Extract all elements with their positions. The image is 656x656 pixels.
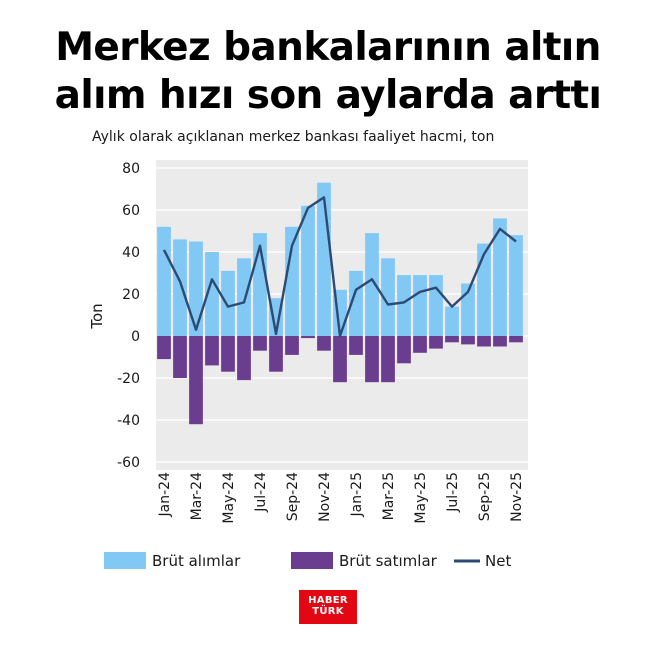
bar-gross-purchase [221, 270, 235, 336]
bar-gross-purchase [493, 218, 507, 336]
bar-gross-sale [445, 336, 459, 343]
bar-gross-purchase [237, 258, 251, 336]
y-axis-label: Ton [88, 303, 106, 329]
bar-gross-sale [381, 336, 395, 383]
bar-gross-purchase [205, 252, 219, 336]
bar-gross-sale [157, 336, 171, 360]
x-tick-label: Mar-25 [381, 472, 397, 520]
y-tick-label: -40 [117, 413, 140, 429]
bar-gross-purchase [429, 275, 443, 336]
bar-gross-sale [269, 336, 283, 372]
bar-gross-sale [301, 336, 315, 339]
bar-gross-sale [477, 336, 491, 347]
x-tick-label: Jul-24 [253, 472, 269, 513]
x-tick-label: Sep-25 [477, 472, 493, 521]
net-series-line [162, 196, 517, 338]
chart-title: Merkez bankalarının altın alım hızı son … [0, 24, 656, 120]
bar-gross-purchase [301, 205, 315, 336]
bar-gross-sale [189, 336, 203, 425]
bar-gross-purchase [173, 239, 187, 336]
x-tick-label: Jan-24 [157, 472, 173, 518]
x-tick-label: Nov-25 [509, 472, 525, 522]
bar-gross-sale [493, 336, 507, 347]
y-tick-label: 80 [122, 161, 140, 177]
bar-gross-sale [333, 336, 347, 383]
bar-gross-sale [205, 336, 219, 366]
bar-gross-purchase [157, 226, 171, 336]
x-tick-label: Sep-24 [285, 472, 301, 521]
bar-gross-purchase [509, 235, 523, 336]
chart-subtitle: Aylık olarak açıklanan merkez bankası fa… [92, 129, 495, 145]
bar-gross-purchase [365, 233, 379, 336]
bar-gross-sale [397, 336, 411, 364]
bar-gross-sale [285, 336, 299, 355]
bar-gross-sale [365, 336, 379, 383]
bar-gross-purchase [269, 298, 283, 336]
legend-label-net: Net [485, 552, 511, 570]
bar-gross-purchase [381, 258, 395, 336]
haberturk-logo: HABER TÜRK [299, 590, 357, 624]
chart-title-line2: alım hızı son aylarda arttı [54, 73, 602, 118]
logo-line1: HABER [308, 595, 348, 606]
y-tick-label: 20 [122, 287, 140, 303]
bar-gross-sale [429, 336, 443, 349]
x-tick-label: Jul-25 [445, 472, 461, 513]
legend-label-gross-purchases: Brüt alımlar [152, 552, 241, 570]
x-tick-label: May-24 [221, 472, 237, 524]
bar-gross-sale [237, 336, 251, 381]
y-tick-label: 40 [122, 245, 140, 261]
chart-title-line1: Merkez bankalarının altın [55, 25, 601, 70]
bar-gross-purchase [477, 243, 491, 336]
x-tick-label: May-25 [413, 472, 429, 524]
y-tick-label: -20 [117, 371, 140, 387]
bar-gross-purchase [189, 241, 203, 336]
y-tick-label: 0 [131, 329, 140, 345]
bar-gross-purchase [285, 226, 299, 336]
bar-gross-purchase [445, 306, 459, 336]
bar-gross-sale [509, 336, 523, 343]
x-tick-label: Nov-24 [317, 472, 333, 522]
bar-gross-sale [413, 336, 427, 353]
bar-gross-sale [253, 336, 267, 351]
legend-swatch-gross-sales [291, 552, 333, 569]
legend-label-gross-sales: Brüt satımlar [339, 552, 438, 570]
bar-gross-sale [221, 336, 235, 372]
bar-gross-sale [461, 336, 475, 345]
x-tick-label: Mar-24 [189, 472, 205, 520]
logo-line2: TÜRK [312, 606, 344, 617]
bar-gross-purchase [397, 275, 411, 336]
bar-gross-purchase [413, 275, 427, 336]
y-tick-label: -60 [117, 455, 140, 471]
bar-gross-sale [349, 336, 363, 355]
y-tick-label: 60 [122, 203, 140, 219]
bar-gross-sale [317, 336, 331, 351]
bar-gross-sale [173, 336, 187, 378]
x-tick-label: Jan-25 [349, 472, 365, 517]
legend-swatch-gross-purchases [104, 552, 146, 569]
